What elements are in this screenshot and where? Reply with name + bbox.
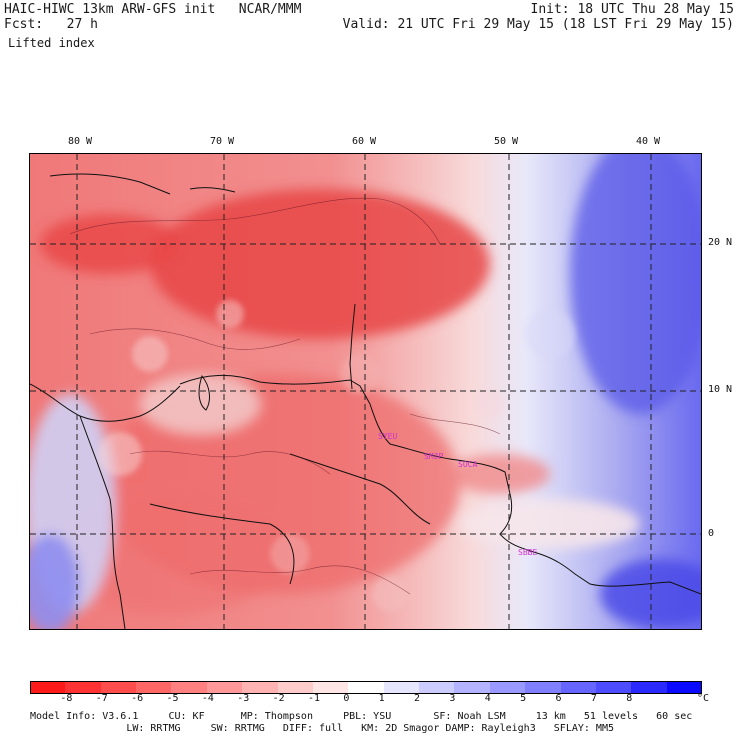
lake-maracaibo <box>198 374 210 411</box>
field-shading <box>30 154 701 629</box>
colorbar-swatch <box>312 681 349 694</box>
colorbar-tick-label: 1 <box>378 693 385 704</box>
colorbar-tick-label: 4 <box>484 693 491 704</box>
cuba <box>49 173 171 195</box>
border-colombia-peru <box>149 503 295 585</box>
colorbar-swatch <box>277 681 314 694</box>
colorbar-tick-label: -4 <box>201 693 214 704</box>
colorbar-swatch <box>383 681 420 694</box>
colorbar-swatch <box>525 681 562 694</box>
lon-label-40w: 40 W <box>636 136 661 147</box>
central-america-coast <box>30 383 181 422</box>
colorbar-tick-label: 3 <box>449 693 456 704</box>
station-label-sbbe: SBBE <box>518 548 538 557</box>
colorbar-swatch <box>560 681 597 694</box>
lat-label-10n: 10 N <box>708 384 733 395</box>
colorbar-swatch <box>171 681 208 694</box>
stable-region-atlantic <box>570 154 701 414</box>
graticule <box>30 154 701 629</box>
stable-region-pacific-south <box>30 534 80 629</box>
colorbar-tick-label: 5 <box>520 693 527 704</box>
colorbar-tick-label: 7 <box>590 693 597 704</box>
colorbar-swatch <box>136 681 172 694</box>
lon-label-70w: 70 W <box>210 136 235 147</box>
colorbar-swatch <box>348 681 385 694</box>
lat-label-20n: 20 N <box>708 237 733 248</box>
colorbar-swatch <box>419 681 455 694</box>
model-info-line1: Model Info: V3.6.1 CU: KF MP: Thompson P… <box>30 711 693 722</box>
border-guyana-brazil <box>289 453 431 525</box>
lon-label-80w: 80 W <box>68 136 93 147</box>
colorbar-swatch <box>489 681 526 694</box>
colorbar-swatch <box>206 681 243 694</box>
colorbar-swatch <box>242 681 279 694</box>
colorbar-swatch <box>666 681 703 694</box>
station-label-syeu: SYEU <box>378 432 398 441</box>
colorbar-swatch <box>631 681 668 694</box>
colorbar-swatch <box>100 681 137 694</box>
coastlines <box>30 173 701 629</box>
colorbar-tick-label: -8 <box>60 693 73 704</box>
lifted-index-map <box>29 153 702 630</box>
lon-label-50w: 50 W <box>494 136 519 147</box>
colorbar-tick-label: 2 <box>414 693 421 704</box>
pacific-coast <box>79 415 126 629</box>
colorbar-tick-label: -6 <box>131 693 144 704</box>
station-label-smjp: SMJP <box>424 452 444 461</box>
colorbar-tick-label: 8 <box>626 693 633 704</box>
weak-region-venezuela <box>140 374 260 434</box>
init-time: Init: 18 UTC Thu 28 May 15 <box>530 2 735 17</box>
field-texture <box>98 300 575 612</box>
south-america-north-coast <box>179 375 701 595</box>
colorbar-tick-label: -2 <box>272 693 285 704</box>
colorbar-tick-label: -1 <box>307 693 320 704</box>
colorbar-tick-label: 6 <box>555 693 562 704</box>
strong-instability-caribbean <box>150 189 490 339</box>
lat-label-0: 0 <box>708 528 715 539</box>
colorbar-tick-label: 0 <box>343 693 350 704</box>
field-name: Lifted index <box>8 36 95 50</box>
model-info-line2: LW: RRTMG SW: RRTMG DIFF: full KM: 2D Sm… <box>30 723 614 734</box>
colorbar-unit: °C <box>697 693 710 704</box>
colorbar-swatch <box>454 681 491 694</box>
colorbar-tick-label: -5 <box>166 693 179 704</box>
colorbar-swatch <box>65 681 102 694</box>
valid-time: Valid: 21 UTC Fri 29 May 15 (18 LST Fri … <box>342 17 734 32</box>
colorbar-swatch <box>595 681 632 694</box>
contours <box>69 197 501 595</box>
neutral-band-equatorial <box>460 499 640 549</box>
hispaniola <box>189 187 236 193</box>
station-label-soca: SOCA <box>458 460 478 469</box>
colorbar-swatch <box>30 681 66 694</box>
colorbar-tick-label: -3 <box>237 693 250 704</box>
lesser-antilles <box>349 303 356 390</box>
model-title: HAIC-HIWC 13km ARW-GFS init NCAR/MMM <box>4 2 302 17</box>
lon-label-60w: 60 W <box>352 136 377 147</box>
instability-amazon-mouth <box>450 454 550 494</box>
forecast-hour: Fcst: 27 h <box>4 17 98 32</box>
colorbar-tick-label: -7 <box>95 693 108 704</box>
